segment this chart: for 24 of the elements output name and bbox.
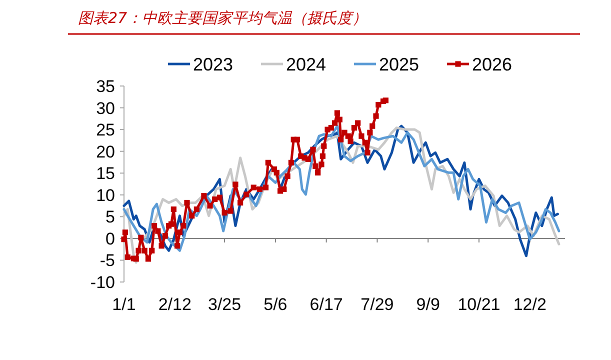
- y-tick-label: 20: [96, 142, 115, 162]
- y-tick-label: 35: [96, 77, 115, 96]
- legend-label: 2026: [472, 54, 512, 74]
- x-tick-label: 1/1: [112, 295, 136, 314]
- y-tick-label: -5: [100, 251, 115, 270]
- x-tick-label: 12/2: [513, 295, 546, 314]
- y-tick-label: 5: [106, 208, 115, 227]
- legend-label: 2024: [286, 54, 326, 74]
- x-tick-label: 9/9: [416, 295, 440, 314]
- y-tick-label: 15: [96, 164, 115, 184]
- legend-label: 2023: [193, 54, 234, 74]
- x-tick-label: 2/12: [158, 295, 192, 314]
- x-tick-label: 3/25: [208, 295, 242, 314]
- y-tick-label: 10: [96, 186, 115, 205]
- y-tick-label: -10: [90, 273, 115, 292]
- x-tick-label: 10/21: [458, 295, 500, 314]
- y-tick-label: 0: [106, 229, 115, 248]
- chart-title: 图表27：中欧主要国家平均气温（摄氏度）: [78, 9, 368, 27]
- y-tick-label: 30: [96, 98, 115, 118]
- y-tick-label: 25: [96, 120, 115, 140]
- x-tick-label: 6/17: [310, 295, 343, 314]
- x-tick-label: 5/6: [264, 295, 288, 314]
- legend-label: 2025: [379, 54, 420, 74]
- x-tick-label: 7/29: [360, 295, 394, 314]
